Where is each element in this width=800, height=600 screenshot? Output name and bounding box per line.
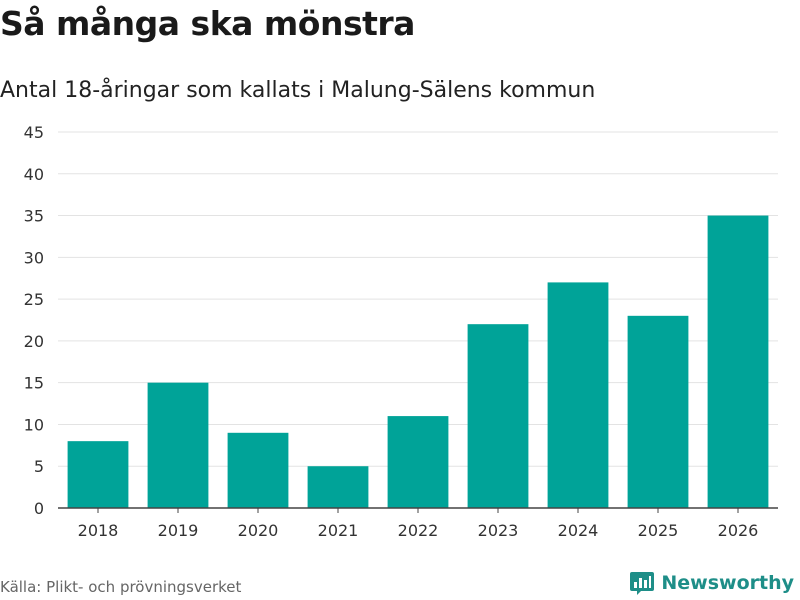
brand-logo[interactable]: Newsworthy — [629, 570, 794, 596]
x-tick-label: 2024 — [558, 521, 599, 540]
bar-2019[interactable] — [147, 382, 209, 508]
brand-name: Newsworthy — [661, 572, 794, 594]
x-axis-ticks: 2018 2019 2020 2021 2022 2023 2024 2025 2026 — [78, 508, 759, 540]
y-tick-label: 25 — [24, 290, 44, 309]
y-tick-label: 45 — [24, 123, 44, 142]
x-tick-label: 2023 — [478, 521, 519, 540]
chart-subtitle: Antal 18-åringar som kallats i Malung-Sä… — [0, 78, 596, 103]
bar-2025[interactable] — [627, 315, 689, 508]
x-tick-label: 2026 — [718, 521, 759, 540]
bar-chart-logo-icon — [630, 572, 655, 595]
bar-2026[interactable] — [707, 215, 769, 509]
source-note: Källa: Plikt- och prövningsverket — [0, 578, 242, 596]
bar-2024[interactable] — [547, 282, 609, 508]
bars — [67, 215, 769, 509]
bar-2021[interactable] — [307, 466, 369, 508]
bar-2020[interactable] — [227, 432, 289, 508]
x-tick-label: 2021 — [318, 521, 359, 540]
y-axis-ticks: 0 5 10 15 20 25 30 35 40 45 — [24, 123, 44, 518]
bar-2022[interactable] — [387, 416, 449, 508]
y-tick-label: 10 — [24, 415, 44, 434]
x-tick-label: 2020 — [238, 521, 279, 540]
x-tick-label: 2019 — [158, 521, 199, 540]
y-tick-label: 40 — [24, 165, 44, 184]
y-tick-label: 20 — [24, 332, 44, 351]
y-tick-label: 30 — [24, 248, 44, 267]
y-tick-label: 35 — [24, 207, 44, 226]
bar-2018[interactable] — [67, 441, 129, 508]
y-tick-label: 5 — [34, 457, 44, 476]
bar-2023[interactable] — [467, 324, 529, 508]
y-tick-label: 15 — [24, 374, 44, 393]
chart-title: Så många ska mönstra — [0, 4, 415, 43]
x-tick-label: 2025 — [638, 521, 679, 540]
x-tick-label: 2018 — [78, 521, 119, 540]
x-tick-label: 2022 — [398, 521, 439, 540]
y-tick-label: 0 — [34, 499, 44, 518]
